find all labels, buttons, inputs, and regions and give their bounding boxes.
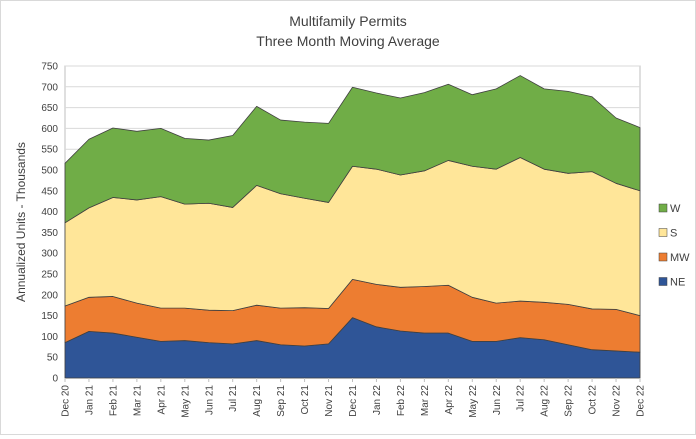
y-tick-label: 400 bbox=[41, 207, 58, 218]
x-tick-label: Dec 20 bbox=[61, 385, 72, 417]
x-tick-label: Jan 22 bbox=[372, 385, 383, 415]
area-w bbox=[64, 75, 641, 224]
x-tick-label: May 22 bbox=[468, 385, 479, 418]
y-tick-label: 550 bbox=[41, 145, 58, 156]
x-tick-label: Sep 22 bbox=[564, 385, 575, 417]
x-tick-label: Jan 21 bbox=[84, 385, 95, 415]
x-tick-label: Nov 21 bbox=[324, 385, 335, 417]
y-tick-label: 300 bbox=[41, 249, 58, 260]
x-tick-label: Aug 21 bbox=[252, 385, 263, 417]
y-tick-label: 50 bbox=[47, 353, 59, 364]
legend-swatch-w bbox=[658, 203, 668, 213]
y-tick-label: 700 bbox=[41, 82, 58, 93]
x-tick-label: Nov 22 bbox=[612, 385, 623, 417]
y-axis: 0 50 100 150 200 250 300 350 400 450 500 550 600 650 7… bbox=[41, 62, 58, 385]
x-tick-label: Sep 21 bbox=[276, 385, 287, 417]
y-tick-label: 500 bbox=[41, 166, 58, 177]
x-tick-label: Oct 22 bbox=[588, 385, 599, 415]
x-tick-label: Dec 21 bbox=[348, 385, 359, 417]
y-tick-label: 150 bbox=[41, 311, 58, 322]
x-tick-label: Mar 22 bbox=[420, 385, 431, 417]
x-tick-label: Apr 21 bbox=[156, 385, 167, 415]
x-tick-label: Mar 21 bbox=[132, 385, 143, 417]
x-axis: Dec 20 Jan 21 Feb 21 Mar 21 Apr 21 May 21 Jun … bbox=[61, 378, 647, 418]
legend-swatch-ne bbox=[658, 277, 668, 286]
legend-label-s: S bbox=[670, 228, 677, 240]
x-tick-label: Dec 22 bbox=[636, 385, 647, 417]
legend: W S MW NE bbox=[658, 203, 690, 289]
y-tick-label: 650 bbox=[41, 103, 58, 114]
legend-label-ne: NE bbox=[670, 277, 685, 289]
legend-label-mw: MW bbox=[670, 252, 690, 264]
x-tick-label: Feb 21 bbox=[108, 385, 119, 417]
chart-subtitle: Three Month Moving Average bbox=[256, 33, 440, 49]
y-tick-label: 350 bbox=[41, 228, 58, 239]
chart-title: Multifamily Permits bbox=[289, 13, 406, 29]
x-tick-label: Jun 21 bbox=[204, 385, 215, 415]
y-axis-label: Annualized Units - Thousands bbox=[14, 142, 28, 302]
x-tick-label: Apr 22 bbox=[444, 385, 455, 415]
x-tick-label: Aug 22 bbox=[540, 385, 551, 417]
legend-label-w: W bbox=[670, 203, 681, 215]
y-tick-label: 450 bbox=[41, 186, 58, 197]
legend-swatch-s bbox=[658, 228, 668, 237]
y-tick-label: 750 bbox=[41, 62, 58, 73]
x-tick-label: Jul 21 bbox=[228, 385, 239, 412]
x-tick-label: Jun 22 bbox=[492, 385, 503, 415]
x-tick-label: May 21 bbox=[180, 385, 191, 418]
y-tick-label: 0 bbox=[52, 374, 58, 385]
area-series bbox=[64, 75, 641, 379]
x-tick-label: Jul 22 bbox=[516, 385, 527, 412]
y-tick-label: 100 bbox=[41, 332, 58, 343]
x-tick-label: Feb 22 bbox=[396, 385, 407, 417]
y-tick-label: 600 bbox=[41, 124, 58, 135]
y-tick-label: 250 bbox=[41, 270, 58, 281]
x-tick-label: Oct 21 bbox=[300, 385, 311, 415]
y-tick-label: 200 bbox=[41, 290, 58, 301]
legend-swatch-mw bbox=[658, 252, 668, 262]
